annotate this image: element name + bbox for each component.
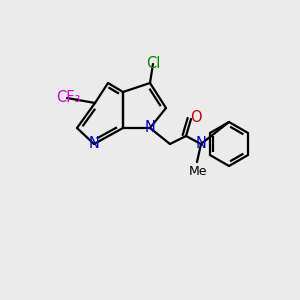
Text: N: N [145,121,155,136]
Text: Me: Me [189,165,207,178]
Text: N: N [88,136,99,152]
Text: CF₃: CF₃ [56,91,80,106]
Text: N: N [196,136,206,152]
Text: Cl: Cl [146,56,160,71]
Text: O: O [190,110,202,125]
